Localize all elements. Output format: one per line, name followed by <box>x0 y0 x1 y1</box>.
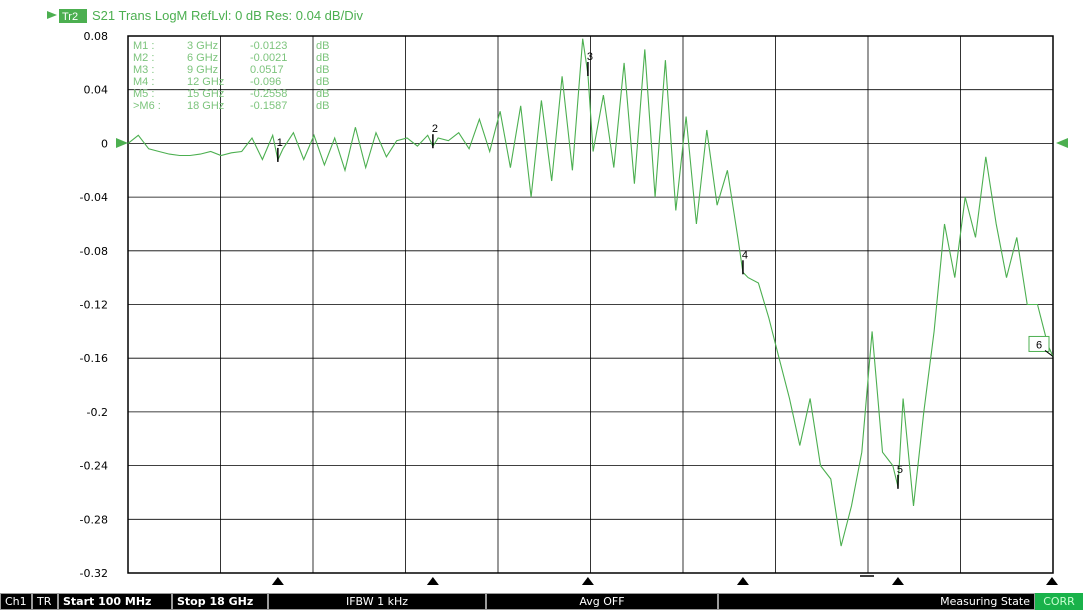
y-tick-label: -0.16 <box>80 352 108 365</box>
marker-readout-label: M1 : <box>133 40 154 52</box>
marker-readout-freq: 15 GHz <box>187 88 224 100</box>
marker-position-arrow-icon <box>581 577 594 585</box>
y-tick-label: -0.12 <box>80 299 108 312</box>
marker-number[interactable]: 6 <box>1036 339 1042 351</box>
y-tick-label: 0 <box>101 137 108 150</box>
marker-number[interactable]: 3 <box>587 51 593 63</box>
trace-badge-label: Tr2 <box>62 11 78 23</box>
measuring-state: Measuring State <box>718 593 1035 610</box>
channel-indicator[interactable]: Ch1 <box>0 593 32 610</box>
marker-position-arrow-icon <box>891 577 904 585</box>
marker-readout-freq: 6 GHz <box>187 52 218 64</box>
trace-badge[interactable] <box>59 9 87 23</box>
active-trace-arrow-icon <box>47 11 57 19</box>
marker-readout-value: -0.096 <box>250 76 281 88</box>
marker-readout-unit: dB <box>316 88 329 100</box>
marker-readout-freq: 18 GHz <box>187 100 224 112</box>
y-tick-label: -0.08 <box>80 245 108 258</box>
marker-readout-label: M5 : <box>133 88 154 100</box>
marker-readout-unit: dB <box>316 76 329 88</box>
marker-readout-unit: dB <box>316 40 329 52</box>
status-bar: Ch1 TR Start 100 MHz Stop 18 GHz IFBW 1 … <box>0 593 1083 610</box>
marker-readout-label: >M6 : <box>133 100 161 112</box>
marker-readout-unit: dB <box>316 64 329 76</box>
start-frequency[interactable]: Start 100 MHz <box>58 593 172 610</box>
marker-number[interactable]: 2 <box>432 123 438 135</box>
grid-lines <box>128 36 1053 573</box>
marker-readout-value: 0.0517 <box>250 64 284 76</box>
y-tick-label: 0.04 <box>84 84 109 97</box>
stop-frequency[interactable]: Stop 18 GHz <box>172 593 268 610</box>
ifbw-setting[interactable]: IFBW 1 kHz <box>268 593 486 610</box>
marker-pointer <box>1044 350 1054 357</box>
marker-readout-freq: 3 GHz <box>187 40 218 52</box>
marker-number[interactable]: 4 <box>742 249 748 261</box>
y-tick-label: -0.28 <box>80 513 108 526</box>
marker-readout-freq: 12 GHz <box>187 76 224 88</box>
marker-position-arrow-icon <box>271 577 284 585</box>
marker-table: M1 : 3 GHz -0.0123 dB M2 : 6 GHz -0.0021 dB M3 :… <box>133 40 329 112</box>
active-marker-box <box>1028 335 1050 352</box>
y-tick-label: -0.2 <box>87 406 108 419</box>
marker-marks: 1 2 3 4 5 6 <box>277 51 1054 489</box>
marker-position-arrows <box>271 575 1058 585</box>
marker-readout-unit: dB <box>316 100 329 112</box>
y-tick-label: 0.08 <box>84 30 109 43</box>
ref-level-left-arrow-icon <box>116 138 128 148</box>
marker-readout-value: -0.2558 <box>250 88 287 100</box>
trace-mode-indicator[interactable]: TR <box>32 593 58 610</box>
correction-indicator[interactable]: CORR <box>1035 593 1083 610</box>
marker-position-arrow-icon <box>426 577 439 585</box>
trace-plot[interactable]: Tr2 S21 Trans LogM RefLvl: 0 dB Res: 0.0… <box>0 0 1083 593</box>
marker-readout-value: -0.0021 <box>250 52 287 64</box>
marker-position-arrow-icon <box>1046 577 1058 585</box>
marker-readout-value: -0.1587 <box>250 100 287 112</box>
y-tick-label: -0.32 <box>80 567 108 580</box>
y-tick-label: -0.04 <box>80 191 108 204</box>
marker-number[interactable]: 1 <box>277 137 283 149</box>
y-tick-label: -0.24 <box>80 460 108 473</box>
marker-readout-label: M4 : <box>133 76 154 88</box>
trace-line <box>127 38 1054 547</box>
marker-number[interactable]: 5 <box>897 464 903 476</box>
averaging-setting[interactable]: Avg OFF <box>486 593 718 610</box>
marker-readout-value: -0.0123 <box>250 40 287 52</box>
marker-position-arrow-icon <box>736 577 749 585</box>
marker-readout-label: M3 : <box>133 64 154 76</box>
trace-title: S21 Trans LogM RefLvl: 0 dB Res: 0.04 dB… <box>92 8 363 23</box>
y-tick-labels: 0.08 0.04 0 -0.04 -0.08 -0.12 -0.16 -0.2 -0.24 -0… <box>80 30 108 580</box>
marker-readout-freq: 9 GHz <box>187 64 218 76</box>
marker-readout-label: M2 : <box>133 52 154 64</box>
marker-readout-unit: dB <box>316 52 329 64</box>
ref-level-right-arrow-icon <box>1056 138 1068 148</box>
